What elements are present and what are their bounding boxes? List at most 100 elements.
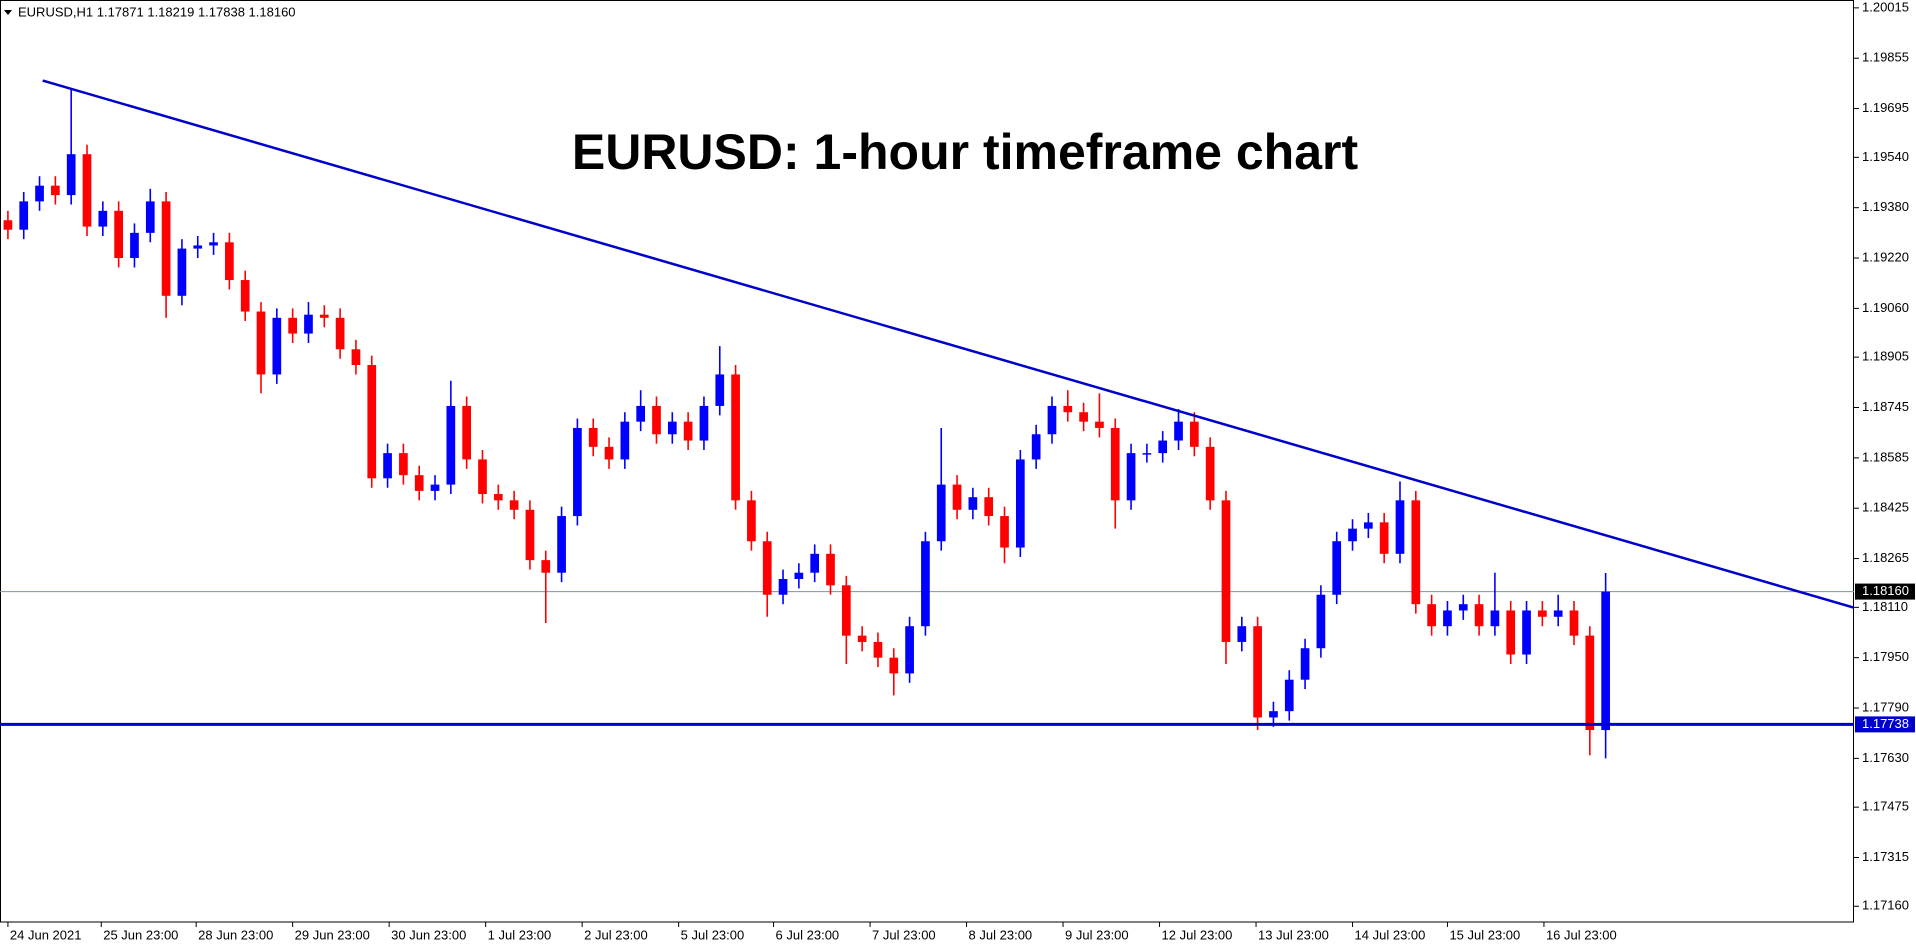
candle-body xyxy=(209,242,218,246)
y-tick-label: 1.18905 xyxy=(1862,349,1909,364)
trendline xyxy=(42,79,1854,609)
candle-body xyxy=(493,494,503,501)
candle-body xyxy=(367,365,377,479)
y-tick-label: 1.17315 xyxy=(1862,849,1909,864)
support-price-label: 1.17738 xyxy=(1862,716,1909,731)
candle-body xyxy=(1601,591,1610,731)
chart-title: EURUSD: 1-hour timeframe chart xyxy=(572,124,1359,180)
dropdown-icon[interactable] xyxy=(4,10,12,15)
candle-body xyxy=(1316,594,1326,649)
y-tick-label: 1.17630 xyxy=(1862,750,1909,765)
candle-body xyxy=(1031,434,1041,460)
candle-body xyxy=(1490,610,1500,627)
candle-body xyxy=(557,516,566,573)
candle-body xyxy=(905,626,914,674)
candle-body xyxy=(1253,626,1262,718)
candle-body xyxy=(1110,427,1120,501)
y-tick-label: 1.17475 xyxy=(1862,799,1909,814)
y-tick-label: 1.18265 xyxy=(1862,550,1909,565)
candle-body xyxy=(114,210,123,259)
candle-body xyxy=(936,484,946,542)
x-tick-label: 1 Jul 23:00 xyxy=(488,927,552,942)
candle-body xyxy=(667,421,677,435)
chart-header: EURUSD,H1 1.17871 1.18219 1.17838 1.1816… xyxy=(18,4,296,19)
candle-body xyxy=(1538,610,1547,617)
candle-body xyxy=(1395,500,1405,554)
candle-body xyxy=(1205,446,1215,501)
candle-body xyxy=(1174,421,1183,441)
x-tick-label: 24 Jun 2021 xyxy=(10,927,82,942)
candle-body xyxy=(1332,541,1342,595)
candle-body xyxy=(841,585,851,636)
candle-body xyxy=(446,405,456,485)
x-tick-label: 16 Jul 23:00 xyxy=(1546,927,1617,942)
candle-body xyxy=(968,497,978,510)
candle-body xyxy=(620,421,630,460)
y-tick-label: 1.19855 xyxy=(1862,50,1909,65)
x-tick-label: 6 Jul 23:00 xyxy=(776,927,840,942)
candle-body xyxy=(921,541,930,627)
candle-body xyxy=(699,405,709,441)
candle-body xyxy=(272,317,282,375)
candle-body xyxy=(1506,610,1516,655)
candle-body xyxy=(588,427,598,447)
candle-body xyxy=(1158,440,1168,454)
candle-body xyxy=(778,579,788,595)
plot-area xyxy=(0,79,1854,759)
y-tick-label: 1.19220 xyxy=(1862,249,1909,264)
candle-body xyxy=(810,553,820,573)
candle-body xyxy=(478,459,487,495)
candle-body xyxy=(873,641,883,658)
candle-body xyxy=(1047,405,1057,435)
x-tick-label: 29 Jun 23:00 xyxy=(295,927,370,942)
x-tick-label: 2 Jul 23:00 xyxy=(584,927,648,942)
candle-body xyxy=(66,154,76,196)
candle-body xyxy=(1458,604,1468,611)
x-tick-label: 14 Jul 23:00 xyxy=(1355,927,1426,942)
candle-body xyxy=(747,500,756,542)
candle-body xyxy=(1221,500,1231,642)
candle-body xyxy=(19,201,29,230)
candle-body xyxy=(1284,679,1294,712)
plot-frame xyxy=(0,0,1854,923)
candle-body xyxy=(82,154,92,227)
y-tick-label: 1.20015 xyxy=(1862,0,1909,14)
candle-body xyxy=(319,314,329,318)
candle-body xyxy=(1443,610,1452,627)
candle-body xyxy=(225,242,234,281)
candle-body xyxy=(304,314,313,334)
x-tick-label: 13 Jul 23:00 xyxy=(1258,927,1329,942)
current-price-box xyxy=(1855,583,1915,600)
candle-body xyxy=(541,560,551,573)
x-tick-label: 28 Jun 23:00 xyxy=(198,927,273,942)
candle-body xyxy=(161,201,171,296)
candle-body xyxy=(857,635,867,642)
x-tick-label: 30 Jun 23:00 xyxy=(391,927,466,942)
candle-body xyxy=(1269,711,1278,718)
x-tick-label: 5 Jul 23:00 xyxy=(681,927,745,942)
candle-body xyxy=(1348,528,1357,542)
y-tick-label: 1.18110 xyxy=(1862,599,1908,614)
current-price-label: 1.18160 xyxy=(1862,583,1909,598)
candle-body xyxy=(1063,405,1073,413)
candle-body xyxy=(145,201,155,233)
candle-body xyxy=(1300,648,1310,680)
y-tick-label: 1.18425 xyxy=(1862,500,1909,515)
candle-body xyxy=(35,185,44,202)
x-tick-label: 12 Jul 23:00 xyxy=(1162,927,1233,942)
candle-body xyxy=(1474,604,1484,627)
candle-body xyxy=(462,405,472,460)
y-tick-label: 1.19695 xyxy=(1862,100,1909,115)
candle-body xyxy=(51,185,60,196)
candle-body xyxy=(1142,453,1152,455)
candle-body xyxy=(383,453,392,479)
candle-body xyxy=(1585,635,1595,731)
candle-body xyxy=(1522,610,1531,655)
candle-body xyxy=(826,553,835,586)
y-tick-label: 1.17160 xyxy=(1862,898,1909,913)
candle-body xyxy=(509,500,519,510)
candle-body xyxy=(3,220,13,230)
candle-body xyxy=(1095,421,1104,428)
